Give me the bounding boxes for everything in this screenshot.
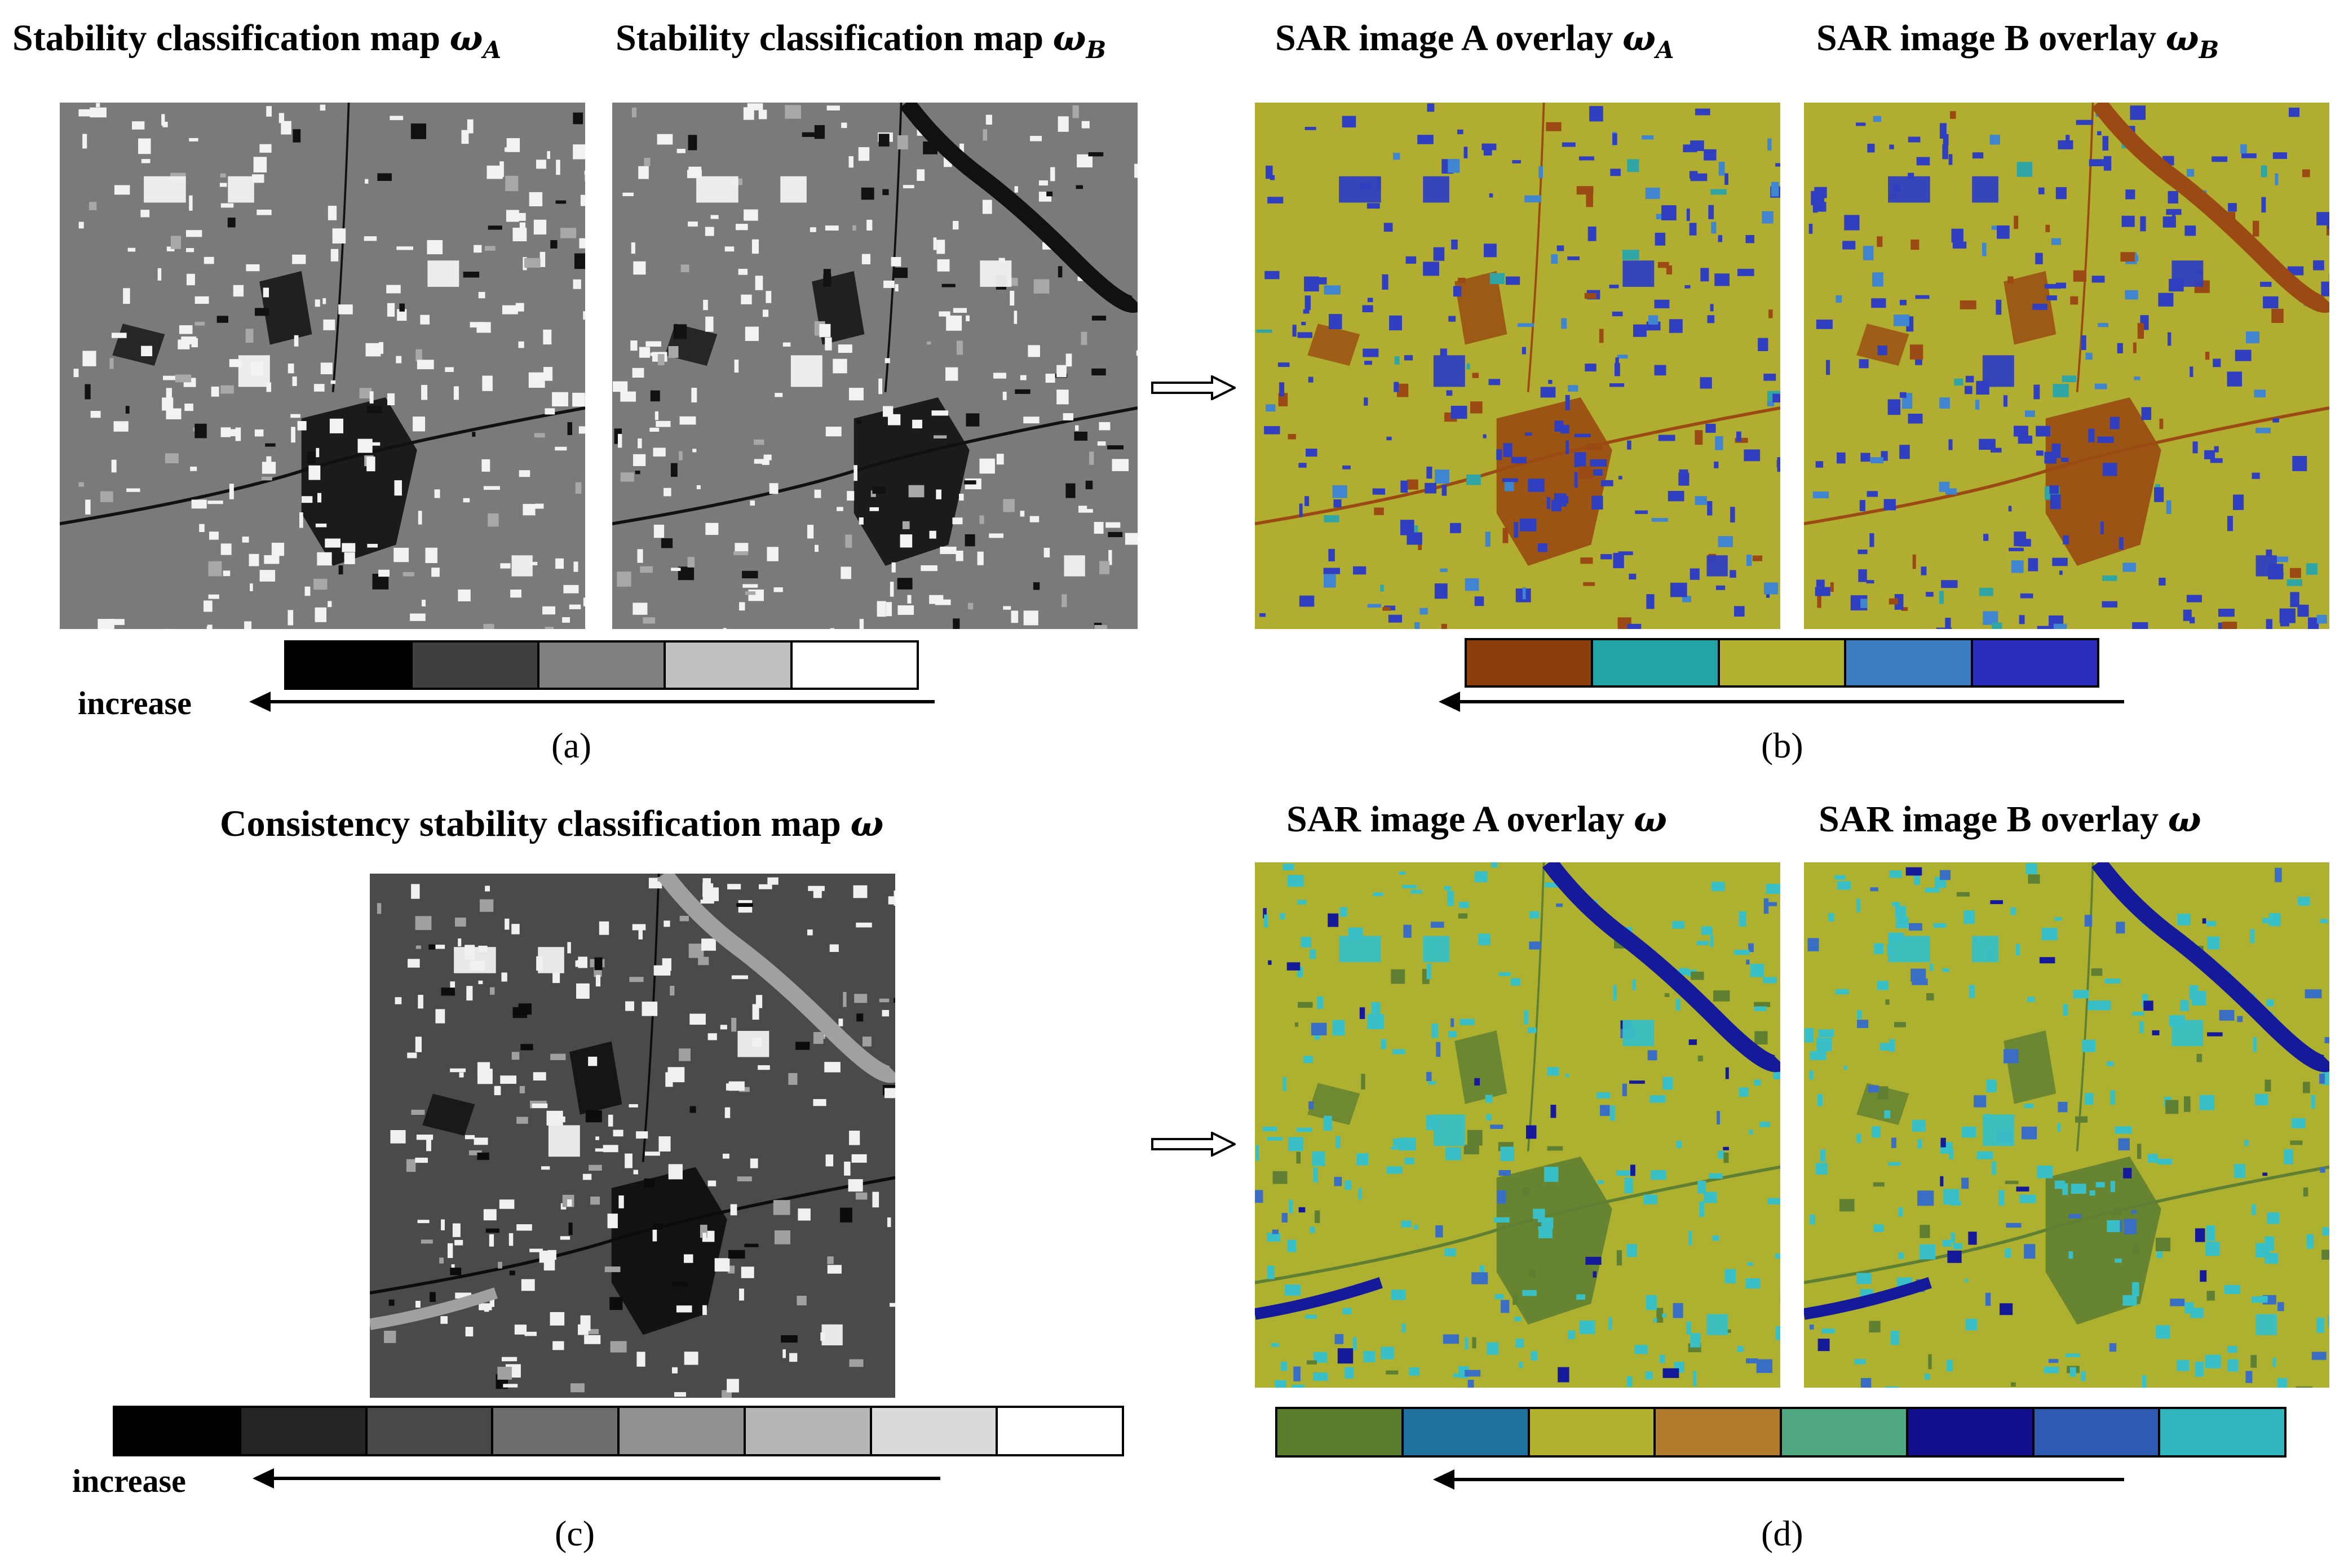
omega-symbol: ω (850, 803, 884, 844)
colorbar-swatch (493, 1408, 620, 1454)
caption-b: (b) (1761, 725, 1803, 765)
title-b-left-text: SAR image A overlay (1275, 17, 1622, 59)
map-texture (612, 103, 1138, 629)
map-texture (370, 874, 895, 1398)
colorbar-swatch (1403, 1409, 1530, 1455)
title-b-right-text: SAR image B overlay (1816, 17, 2166, 59)
increase-arrow-c (253, 1468, 940, 1489)
omega-symbol: ω (2168, 799, 2201, 840)
colorbar-swatch (2034, 1409, 2161, 1455)
colorbar-swatch (241, 1408, 368, 1454)
map-panel-c (370, 874, 895, 1398)
right-arrow-icon (1151, 375, 1236, 400)
colorbar-swatch (115, 1408, 241, 1454)
colorbar-swatch (1529, 1409, 1656, 1455)
omega-symbol: ω (1052, 17, 1086, 59)
caption-d: (d) (1761, 1513, 1803, 1553)
map-panel-a-right (612, 103, 1138, 629)
colorbar-swatch (1593, 640, 1720, 685)
title-a-left-text: Stability classification map (12, 17, 450, 59)
omega-symbol: ω (1633, 799, 1667, 840)
title-c: Consistency stability classification map… (220, 803, 883, 845)
colorbar-swatch (1782, 1409, 1908, 1455)
colorbar-swatch (1719, 640, 1847, 685)
overlay-panel-b-left (1255, 103, 1780, 629)
subscript: A (1656, 36, 1674, 64)
increase-label-c: increase (72, 1463, 186, 1499)
subscript: B (2199, 36, 2219, 64)
overlay-panel-d-right (1804, 862, 2329, 1388)
title-a-right-text: Stability classification map (616, 17, 1053, 59)
increase-arrow-b (1439, 692, 2124, 712)
colorbar-swatch (2160, 1409, 2284, 1455)
title-a-left: Stability classification map ωA (12, 17, 501, 64)
omega-symbol: ω (449, 17, 483, 59)
colorbar-swatch (745, 1408, 872, 1454)
title-a-right: Stability classification map ωB (616, 17, 1106, 64)
colorbar-swatch (413, 643, 539, 688)
colorbar-swatch (1908, 1409, 2035, 1455)
colorbar-swatch (1277, 1409, 1404, 1455)
title-b-left: SAR image A overlay ωA (1275, 17, 1674, 64)
overlay-panel-d-left (1255, 862, 1780, 1388)
colorbar-swatch (1467, 640, 1594, 685)
map-panel-a-left (60, 103, 585, 629)
colorbar-swatch (1973, 640, 2098, 685)
title-d-left-text: SAR image A overlay (1286, 799, 1634, 840)
subscript: B (1086, 36, 1107, 64)
caption-c: (c) (555, 1513, 595, 1553)
colorbar-swatch (998, 1408, 1122, 1454)
caption-a: (a) (551, 725, 592, 765)
map-texture (60, 103, 585, 629)
colorbar-c (113, 1406, 1124, 1456)
colorbar-swatch (1846, 640, 1973, 685)
title-d-right: SAR image B overlay ω (1819, 798, 2201, 841)
subscript: A (483, 36, 502, 64)
map-texture (1255, 862, 1780, 1388)
title-d-left: SAR image A overlay ω (1286, 798, 1667, 841)
overlay-panel-b-right (1804, 103, 2329, 629)
colorbar-a (284, 640, 919, 690)
colorbar-b (1465, 638, 2099, 688)
colorbar-swatch (539, 643, 666, 688)
colorbar-swatch (666, 643, 793, 688)
map-texture (1804, 103, 2329, 629)
title-c-text: Consistency stability classification map (220, 803, 851, 844)
omega-symbol: ω (1622, 17, 1656, 59)
colorbar-swatch (1656, 1409, 1782, 1455)
colorbar-swatch (792, 643, 917, 688)
omega-symbol: ω (2165, 17, 2199, 59)
increase-arrow-d (1433, 1469, 2124, 1490)
colorbar-swatch (872, 1408, 998, 1454)
increase-arrow-a (249, 692, 935, 712)
map-texture (1255, 103, 1780, 629)
right-arrow-icon (1151, 1132, 1236, 1157)
colorbar-swatch (367, 1408, 494, 1454)
increase-label-a: increase (78, 685, 192, 721)
colorbar-swatch (286, 643, 413, 688)
colorbar-swatch (620, 1408, 746, 1454)
title-d-right-text: SAR image B overlay (1819, 799, 2168, 840)
map-texture (1804, 862, 2329, 1388)
colorbar-d (1275, 1407, 2286, 1458)
title-b-right: SAR image B overlay ωB (1816, 17, 2219, 64)
